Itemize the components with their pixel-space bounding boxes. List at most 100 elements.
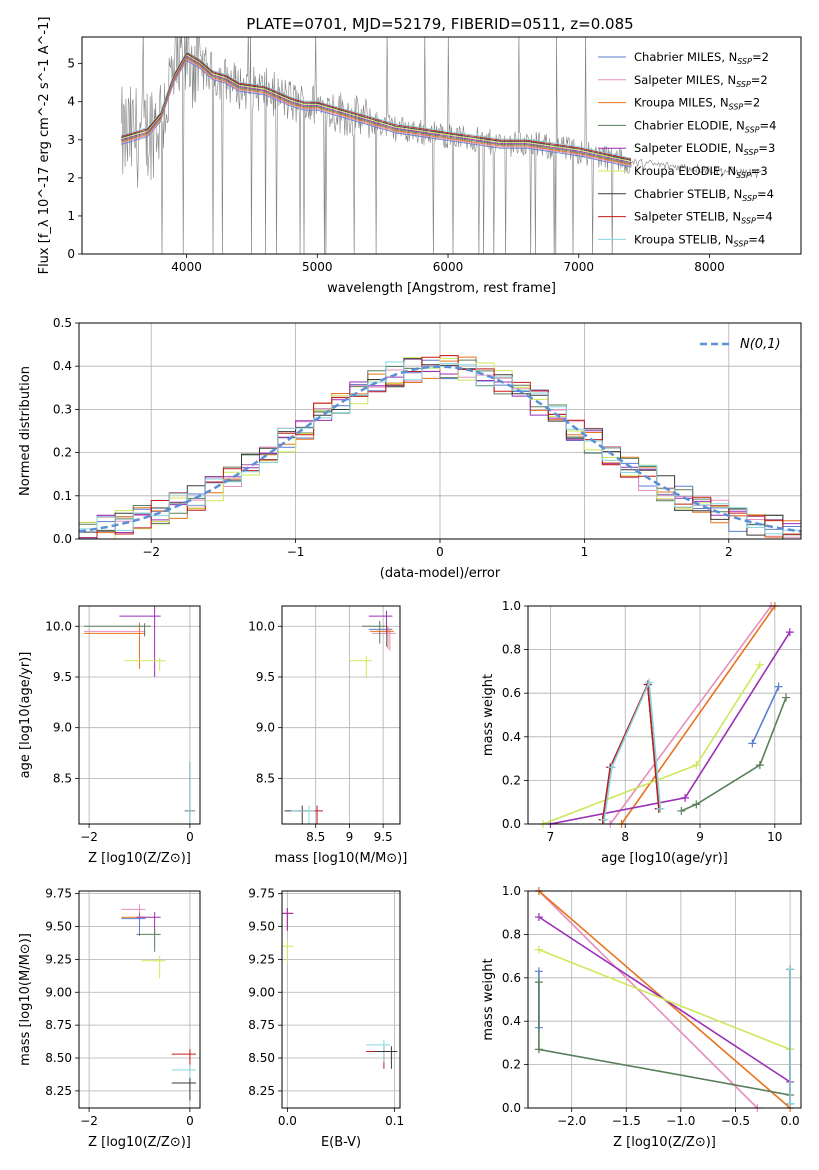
tick-label-y: 0.4 bbox=[53, 359, 72, 373]
tick-label-x: 1 bbox=[581, 545, 589, 559]
tick-label-y: 8.25 bbox=[45, 1084, 72, 1098]
legend-label: Chabrier ELODIE, NSSP=4 bbox=[634, 118, 776, 134]
tick-label-y: 0.0 bbox=[502, 1101, 521, 1115]
marker-plus bbox=[534, 978, 543, 987]
tick-label-x: 7 bbox=[547, 830, 555, 844]
tick-label-x: −1.0 bbox=[666, 1114, 695, 1128]
weight-line-kroupa-miles bbox=[620, 605, 776, 825]
histogram-kroupa-stelib bbox=[79, 361, 801, 535]
tick-label-y: 3 bbox=[67, 133, 75, 147]
tick-label-x: 7000 bbox=[563, 260, 594, 274]
tick-label-y: 9.0 bbox=[256, 721, 275, 735]
axis-label-x: (data-model)/error bbox=[380, 566, 501, 581]
legend-label: Salpeter MILES, NSSP=2 bbox=[634, 73, 768, 89]
marker-plus bbox=[607, 763, 616, 772]
tick-label-y: 9.00 bbox=[248, 985, 275, 999]
marker-plus bbox=[677, 806, 686, 815]
tick-label-x: 9 bbox=[696, 830, 704, 844]
tick-label-x: −2 bbox=[80, 1114, 98, 1128]
marker-plus bbox=[600, 815, 609, 824]
axis-label-y: mass weight bbox=[481, 674, 496, 756]
legend-label: Salpeter ELODIE, NSSP=3 bbox=[634, 141, 775, 157]
tick-label-y: 9.5 bbox=[53, 670, 72, 684]
axes-frame bbox=[81, 36, 802, 255]
tick-label-y: 9.5 bbox=[256, 670, 275, 684]
model-line-chabrier-miles bbox=[121, 60, 632, 168]
tick-label-y: 8.50 bbox=[45, 1051, 72, 1065]
tick-label-y: 0.5 bbox=[53, 316, 72, 330]
axes-frame bbox=[78, 890, 201, 1109]
legend-label: Chabrier MILES, NSSP=2 bbox=[634, 50, 769, 66]
marker-plus bbox=[645, 678, 654, 687]
marker-plus bbox=[656, 804, 665, 813]
tick-label-x: 6000 bbox=[433, 260, 464, 274]
model-line-salpeter-miles bbox=[121, 58, 632, 167]
legend-label: Kroupa MILES, NSSP=2 bbox=[634, 96, 760, 112]
weight-line-kroupa-elodie bbox=[538, 948, 791, 1051]
marker-plus bbox=[534, 945, 543, 954]
weight-line-chabrier-miles bbox=[751, 686, 780, 744]
tick-label-y: 10.0 bbox=[248, 619, 275, 633]
tick-label-y: 9.00 bbox=[45, 985, 72, 999]
weight-line-salpeter-elodie bbox=[550, 631, 791, 825]
tick-label-x: −1.5 bbox=[612, 1114, 641, 1128]
tick-label-y: 0.0 bbox=[502, 817, 521, 831]
model-line-chabrier-elodie bbox=[121, 56, 632, 165]
tick-label-y: 0.8 bbox=[502, 643, 521, 657]
weight-line-chabrier-elodie bbox=[680, 697, 787, 812]
axis-label-y: Flux [f_λ 10^-17 erg cm^-2 s^-1 A^-1] bbox=[37, 17, 52, 275]
marker-plus bbox=[681, 793, 690, 802]
tick-label-y: 1 bbox=[67, 209, 75, 223]
axes-frame bbox=[527, 605, 802, 825]
marker-plus bbox=[755, 761, 764, 770]
legend-label: Kroupa STELIB, NSSP=4 bbox=[634, 232, 765, 248]
axis-label-x: Z [log10(Z/Z⊙)] bbox=[88, 1135, 191, 1150]
tick-label-y: 0.4 bbox=[502, 1014, 521, 1028]
normal-curve bbox=[78, 365, 802, 533]
tick-label-x: 5000 bbox=[302, 260, 333, 274]
axis-label-x: Z [log10(Z/Z⊙)] bbox=[88, 851, 191, 866]
axis-label-y: mass weight bbox=[481, 958, 496, 1040]
axis-label-x: mass [log10(M/M⊙)] bbox=[275, 851, 408, 866]
tick-label-x: 0.0 bbox=[278, 1114, 297, 1128]
tick-label-y: 9.50 bbox=[45, 920, 72, 934]
tick-label-x: 9.5 bbox=[374, 830, 393, 844]
chart-spectrum: 4000 5000 6000 7000 8000 0 1 2 3 4 5 wavelength [An… bbox=[37, 17, 802, 296]
model-line-salpeter-elodie bbox=[121, 55, 632, 163]
tick-label-y: 9.0 bbox=[53, 721, 72, 735]
tick-label-x: 0 bbox=[186, 830, 194, 844]
tick-label-y: 0.6 bbox=[502, 971, 521, 985]
spectrum-data-line bbox=[120, 37, 762, 254]
tick-label-x: −2.0 bbox=[557, 1114, 586, 1128]
tick-label-y: 8.5 bbox=[53, 771, 72, 785]
chart-age-vs-Z: −2 0 8.5 9.0 9.5 10.0 Z [log10(Z/Z⊙)] age [log1… bbox=[18, 605, 201, 866]
tick-label-y: 10.0 bbox=[45, 619, 72, 633]
tick-label-y: 1.0 bbox=[502, 884, 521, 898]
axis-label-x: Z [log10(Z/Z⊙)] bbox=[613, 1135, 716, 1150]
tick-label-x: −2 bbox=[142, 545, 160, 559]
axes-frame bbox=[78, 605, 201, 825]
weight-line-salpeter-miles bbox=[538, 890, 758, 1109]
marker-plus bbox=[785, 628, 794, 637]
axis-label-x: age [log10(age/yr)] bbox=[601, 851, 728, 866]
marker-plus bbox=[534, 967, 543, 976]
marker-plus bbox=[692, 800, 701, 809]
axes-frame bbox=[78, 322, 802, 540]
tick-label-x: 8000 bbox=[694, 260, 725, 274]
marker-plus bbox=[782, 693, 791, 702]
tick-label-y: 8.75 bbox=[45, 1018, 72, 1032]
chart-age-vs-mass: 8.5 9 9.5 8.5 9.0 9.5 10.0 mass [log10(M/M⊙)] bbox=[248, 605, 408, 866]
tick-label-y: 9.25 bbox=[248, 952, 275, 966]
marker-plus bbox=[692, 761, 701, 770]
tick-label-y: 0.6 bbox=[502, 686, 521, 700]
tick-label-y: 0.2 bbox=[502, 1058, 521, 1072]
tick-label-y: 0.2 bbox=[502, 773, 521, 787]
axes-frame bbox=[527, 890, 802, 1109]
tick-label-y: 5 bbox=[67, 57, 75, 71]
axis-label-x: wavelength [Angstrom, rest frame] bbox=[327, 281, 556, 296]
marker-plus bbox=[748, 739, 757, 748]
tick-label-x: 4000 bbox=[171, 260, 202, 274]
model-line-salpeter-stelib bbox=[121, 52, 632, 160]
